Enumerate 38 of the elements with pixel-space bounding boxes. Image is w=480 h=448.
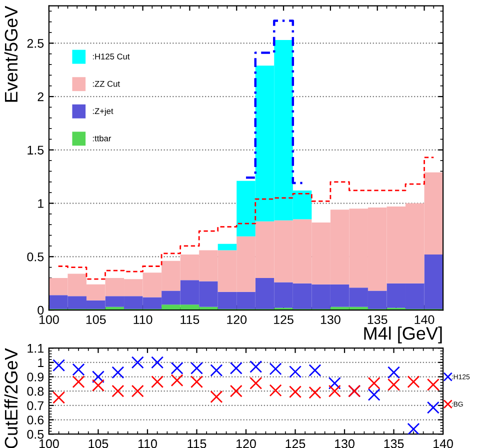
y-tick-label: 1 bbox=[38, 199, 44, 208]
y-axis-title: Event/5GeV bbox=[4, 6, 18, 102]
y-tick-label: 2 bbox=[38, 92, 44, 102]
x-tick-label: 105 bbox=[86, 315, 106, 324]
y-tick-label: 0.6 bbox=[27, 416, 44, 424]
x-tick-label: 115 bbox=[188, 439, 206, 448]
x-tick-label: 100 bbox=[39, 439, 59, 448]
x-tick-label: 100 bbox=[39, 315, 59, 324]
x-tick-label: 140 bbox=[434, 439, 453, 448]
legend-label: :ZZ Cut bbox=[92, 80, 120, 87]
legend-label: :Z+jet bbox=[92, 108, 114, 116]
y-tick-label: 1.5 bbox=[28, 146, 44, 155]
x-tick-label: 120 bbox=[236, 439, 256, 448]
y-tick-label: 0 bbox=[38, 306, 44, 315]
y-tick-label: 0.9 bbox=[27, 372, 44, 382]
x-tick-label: 135 bbox=[384, 439, 404, 448]
x-tick-label: 130 bbox=[320, 315, 340, 324]
y-tick-label: 0.8 bbox=[27, 386, 44, 396]
x-tick-label: 110 bbox=[138, 439, 157, 448]
x-tick-label: 125 bbox=[274, 315, 294, 324]
legend-label: :H125 Cut bbox=[92, 54, 130, 60]
y-tick-label: 1 bbox=[38, 358, 44, 367]
legend-label: :ttbar bbox=[92, 135, 112, 142]
y-tick-label: 2.5 bbox=[27, 38, 44, 48]
y-tick-label: 0.5 bbox=[27, 252, 44, 262]
x-tick-label: 140 bbox=[414, 315, 434, 324]
y-tick-label: 0.7 bbox=[27, 401, 44, 410]
x-tick-label: 110 bbox=[134, 315, 152, 324]
y-axis-title: CutEff/2GeV bbox=[4, 348, 18, 448]
x-axis-title: M4l [GeV] bbox=[364, 326, 442, 344]
y-tick-label: 1.1 bbox=[28, 344, 44, 353]
x-tick-label: 105 bbox=[88, 439, 108, 448]
x-tick-label: 135 bbox=[368, 315, 388, 324]
y-tick-label: 0.5 bbox=[27, 430, 44, 439]
x-tick-label: 120 bbox=[227, 315, 247, 324]
x-tick-label: 125 bbox=[286, 439, 306, 448]
x-tick-label: 130 bbox=[335, 439, 354, 448]
x-tick-label: 115 bbox=[180, 315, 200, 324]
